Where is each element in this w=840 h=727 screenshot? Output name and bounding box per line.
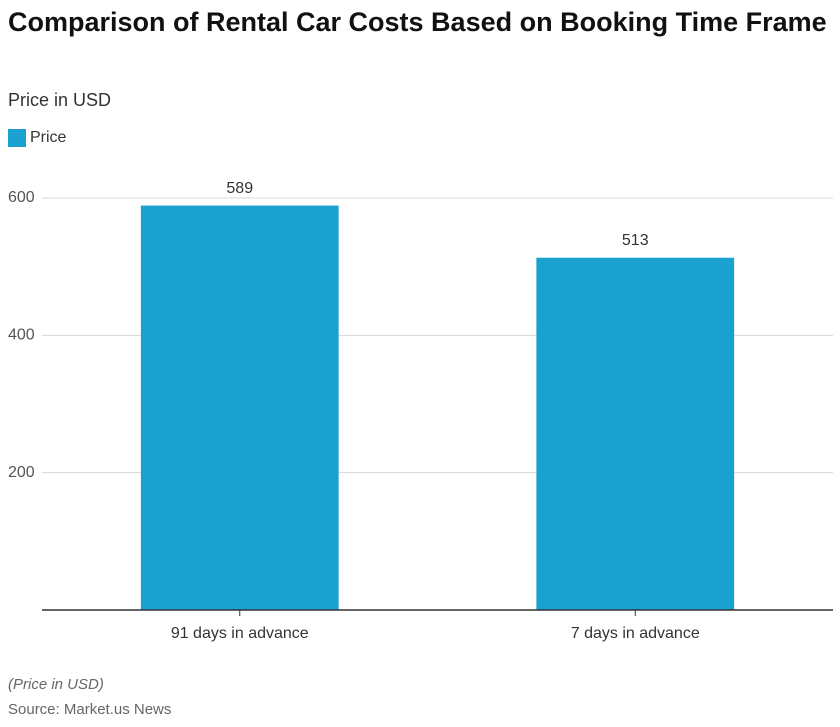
x-tick-label: 91 days in advance xyxy=(171,625,309,642)
chart-subtitle: Price in USD xyxy=(8,90,111,110)
data-label: 513 xyxy=(622,232,649,249)
bar xyxy=(140,205,339,610)
y-tick-label: 600 xyxy=(8,189,35,206)
source: Source: Market.us News xyxy=(8,701,171,718)
y-tick-label: 400 xyxy=(8,327,35,344)
data-label: 589 xyxy=(226,180,253,197)
legend-label: Price xyxy=(30,129,67,146)
legend-swatch xyxy=(8,129,26,147)
bar xyxy=(536,257,735,610)
y-tick-label: 200 xyxy=(8,464,35,481)
footnote: (Price in USD) xyxy=(8,676,104,693)
chart-title: Comparison of Rental Car Costs Based on … xyxy=(8,7,827,37)
x-tick-label: 7 days in advance xyxy=(571,625,700,642)
